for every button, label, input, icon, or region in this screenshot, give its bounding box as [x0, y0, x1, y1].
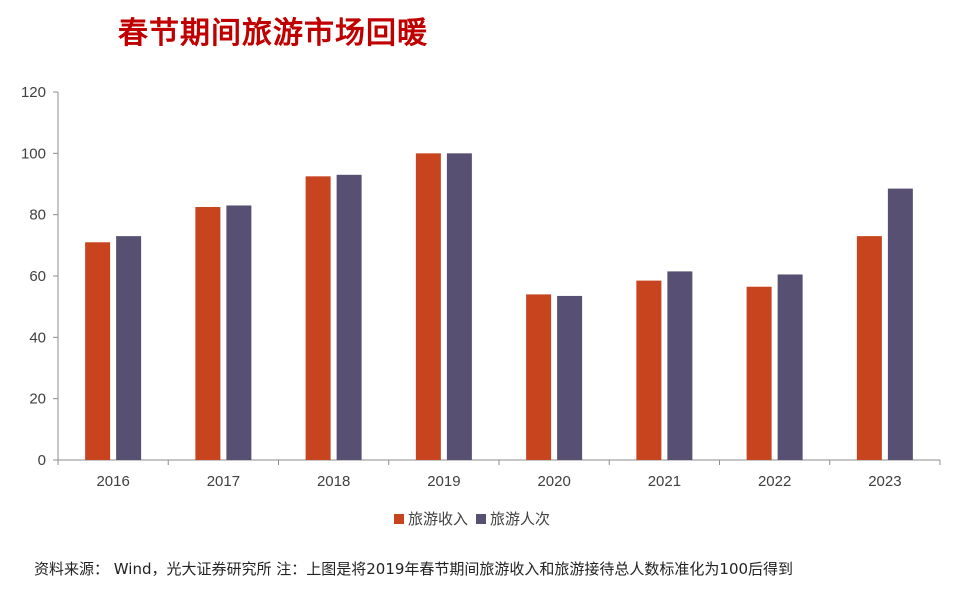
x-tick-label: 2022 [758, 473, 791, 490]
x-tick-label: 2023 [868, 473, 901, 490]
legend-item-income: 旅游收入 [394, 508, 468, 529]
bar-income [305, 176, 331, 461]
x-tick-label: 2020 [537, 473, 570, 490]
y-tick-label: 20 [29, 391, 46, 408]
chart-title: 春节期间旅游市场回暖 [118, 16, 428, 51]
x-tick-label: 2017 [207, 473, 240, 490]
y-tick-label: 120 [21, 84, 46, 101]
bar-visitors [226, 205, 252, 460]
y-tick-label: 100 [21, 145, 46, 162]
bar-income [415, 153, 441, 461]
legend-label-visitors: 旅游人次 [490, 510, 551, 528]
y-tick-label: 80 [29, 207, 46, 224]
x-tick-label: 2018 [317, 473, 350, 490]
bar-visitors [667, 271, 693, 460]
bar-income [636, 280, 662, 460]
bar-visitors [557, 295, 583, 460]
y-tick-label: 60 [29, 268, 46, 285]
bar-income [85, 242, 111, 460]
chart-legend: 旅游收入 旅游人次 [394, 508, 558, 529]
legend-item-visitors: 旅游人次 [476, 508, 550, 529]
legend-label-income: 旅游收入 [408, 510, 469, 528]
bar-visitors [446, 153, 472, 461]
bar-income [195, 207, 221, 460]
bar-visitors [887, 188, 913, 460]
legend-swatch-visitors [476, 513, 487, 524]
x-tick-label: 2021 [648, 473, 681, 490]
legend-swatch-income [394, 513, 404, 524]
bar-income [526, 294, 552, 460]
y-tick-label: 40 [29, 329, 46, 346]
bar-visitors [116, 236, 142, 460]
bar-income [746, 286, 772, 460]
bar-visitors [336, 174, 362, 461]
y-tick-label: 0 [38, 452, 46, 469]
x-tick-label: 2019 [427, 473, 460, 490]
source-note: 资料来源： Wind，光大证券研究所 注：上图是将2019年春节期间旅游收入和旅… [34, 560, 794, 578]
bar-income [856, 236, 882, 460]
x-tick-label: 2016 [96, 473, 129, 490]
bar-visitors [777, 274, 803, 460]
